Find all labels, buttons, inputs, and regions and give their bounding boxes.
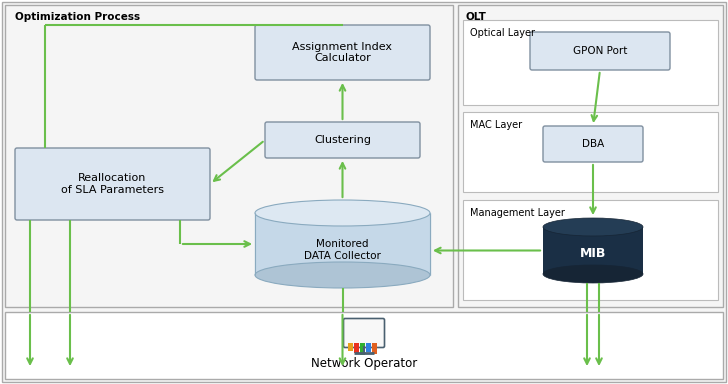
Bar [5, 5, 453, 307]
Bar [458, 5, 723, 307]
Text: DBA: DBA [582, 139, 604, 149]
Bar [463, 112, 718, 192]
Text: Network Operator: Network Operator [311, 356, 417, 369]
Bar [366, 343, 371, 352]
FancyBboxPatch shape [543, 126, 643, 162]
Text: Clustering: Clustering [314, 135, 371, 145]
Ellipse shape [543, 218, 643, 236]
Bar [354, 343, 359, 353]
Bar [360, 343, 365, 355]
FancyBboxPatch shape [255, 25, 430, 80]
Ellipse shape [255, 200, 430, 226]
Text: MAC Layer: MAC Layer [470, 120, 522, 130]
Text: GPON Port: GPON Port [573, 46, 628, 56]
Bar [463, 20, 718, 105]
Ellipse shape [543, 265, 643, 283]
Bar [463, 200, 718, 300]
FancyBboxPatch shape [15, 148, 210, 220]
Bar [543, 227, 643, 274]
FancyBboxPatch shape [530, 32, 670, 70]
Text: Reallocation
of SLA Parameters: Reallocation of SLA Parameters [61, 173, 164, 195]
Text: MIB: MIB [579, 247, 606, 260]
Bar [255, 213, 430, 275]
Text: Optimization Process: Optimization Process [15, 12, 140, 22]
Text: Assignment Index
Calculator: Assignment Index Calculator [293, 42, 392, 63]
Bar [348, 343, 353, 351]
Text: OLT: OLT [466, 12, 487, 22]
Text: Management Layer: Management Layer [470, 208, 565, 218]
Text: Optical Layer: Optical Layer [470, 28, 535, 38]
FancyBboxPatch shape [344, 318, 384, 348]
Bar [5, 312, 723, 379]
Bar [372, 343, 377, 354]
Text: Monitored
DATA Collector: Monitored DATA Collector [304, 239, 381, 261]
Ellipse shape [255, 262, 430, 288]
FancyBboxPatch shape [265, 122, 420, 158]
